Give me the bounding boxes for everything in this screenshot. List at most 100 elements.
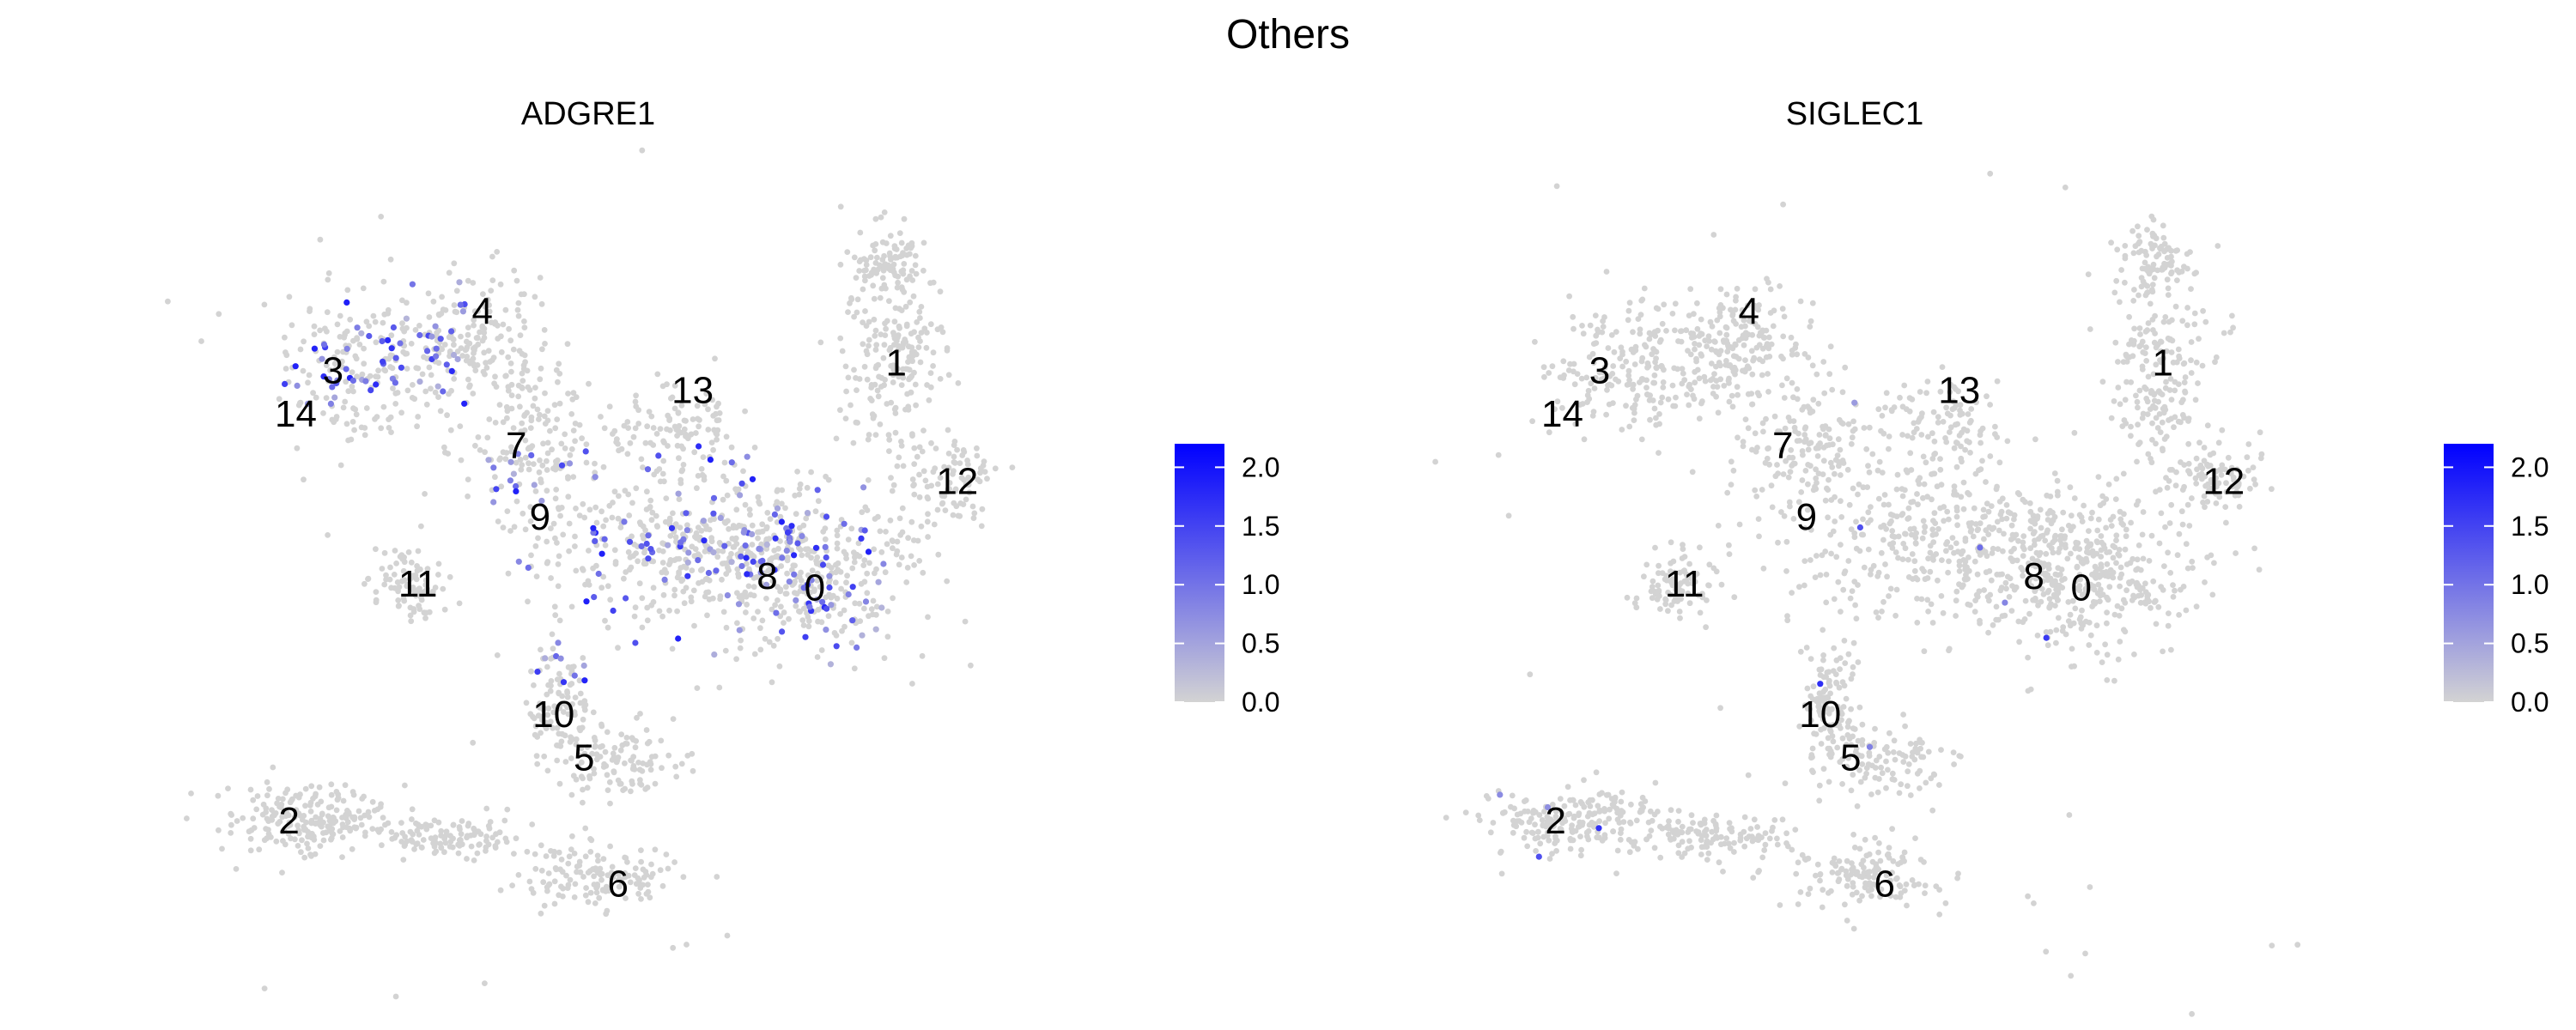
cell-point (573, 742, 580, 748)
cell-point (2193, 481, 2200, 487)
cell-point (2095, 516, 2102, 523)
cell-point (880, 354, 887, 361)
cell-point (532, 865, 539, 872)
cell-point (1835, 579, 1842, 585)
cell-point (611, 744, 618, 751)
cell-point (851, 549, 857, 556)
cell-point (778, 563, 785, 569)
cell-point (2168, 247, 2174, 254)
cell-point (2236, 504, 2243, 510)
cell-point (818, 574, 825, 581)
cell-point (1860, 516, 1866, 523)
cell-point (714, 554, 721, 560)
cell-point (746, 506, 753, 512)
cell-point (539, 346, 545, 353)
cell-point (1981, 549, 1988, 555)
cell-point (1878, 427, 1884, 434)
cell-point (1929, 456, 1936, 462)
cell-point (884, 541, 890, 548)
cell-point (863, 348, 870, 354)
cell-point (681, 426, 688, 433)
cell-point (330, 814, 337, 821)
cell-point (1802, 468, 1809, 474)
cell-point (508, 381, 515, 388)
cell-point (1708, 346, 1715, 353)
cell-point (303, 819, 309, 826)
cell-point (1823, 572, 1830, 578)
cell-point (689, 567, 696, 573)
cell-point (817, 339, 824, 346)
cell-point (408, 559, 415, 566)
cell-point (845, 374, 852, 381)
cell-point (910, 293, 917, 300)
cell-point (583, 459, 590, 466)
cell-point (307, 809, 314, 815)
cluster-label-9: 9 (530, 496, 550, 538)
cell-point (580, 567, 586, 573)
cell-point (1541, 373, 1547, 380)
cell-point (455, 850, 462, 857)
cell-point (476, 841, 483, 848)
cell-point (648, 413, 655, 420)
cell-point (1914, 620, 1921, 626)
cell-point (2189, 495, 2195, 501)
cell-point (538, 365, 544, 372)
cell-point (416, 606, 423, 612)
cell-point (638, 456, 645, 463)
cell-point (1837, 666, 1844, 672)
cell-point (1850, 427, 1856, 434)
cell-point (2233, 550, 2239, 556)
cell-point (1633, 604, 1640, 611)
cell-point (1814, 371, 1820, 378)
cell-point (2122, 243, 2129, 249)
cluster-label-11: 11 (398, 563, 438, 605)
cell-point (1633, 595, 1640, 602)
cell-point (2137, 331, 2143, 337)
cell-point (606, 403, 613, 410)
cell-point (638, 896, 644, 902)
cell-point (709, 397, 715, 403)
cell-point (1921, 481, 1928, 488)
cell-point (671, 592, 677, 599)
cell-point (247, 786, 254, 793)
cell-point (555, 583, 562, 590)
cell-point (580, 716, 586, 723)
cell-point (818, 647, 825, 653)
cell-point (1571, 368, 1577, 375)
cell-point (2165, 335, 2172, 342)
cell-point (495, 518, 501, 524)
cell-point (837, 335, 844, 342)
cell-point (2013, 531, 2020, 538)
expressing-cell-point (880, 560, 887, 567)
cell-point (2136, 325, 2143, 331)
cell-point (924, 330, 930, 336)
cell-point (1947, 544, 1954, 551)
cell-point (803, 515, 810, 522)
cell-point (458, 837, 464, 844)
cell-point (861, 557, 868, 563)
cell-point (874, 387, 881, 394)
cell-point (1907, 526, 1914, 532)
cell-point (895, 279, 901, 286)
cell-point (388, 829, 395, 835)
cell-point (822, 536, 829, 542)
expressing-cell-point (311, 345, 318, 352)
cell-point (301, 338, 307, 345)
cell-point (884, 633, 891, 640)
cell-point (553, 461, 560, 468)
cell-point (1742, 416, 1749, 422)
cell-point (1838, 498, 1844, 505)
cell-point (1686, 402, 1692, 409)
cell-point (1971, 558, 1978, 565)
cell-point (1768, 341, 1775, 348)
cell-point (2070, 524, 2076, 530)
cell-point (400, 595, 407, 602)
cell-point (674, 608, 680, 615)
cell-point (1797, 298, 1804, 305)
cell-point (2123, 533, 2129, 540)
cell-point (521, 318, 527, 324)
cell-point (1841, 638, 1848, 644)
cell-point (2153, 488, 2159, 495)
cell-point (2062, 542, 2069, 548)
expressing-cell-point (701, 537, 708, 544)
